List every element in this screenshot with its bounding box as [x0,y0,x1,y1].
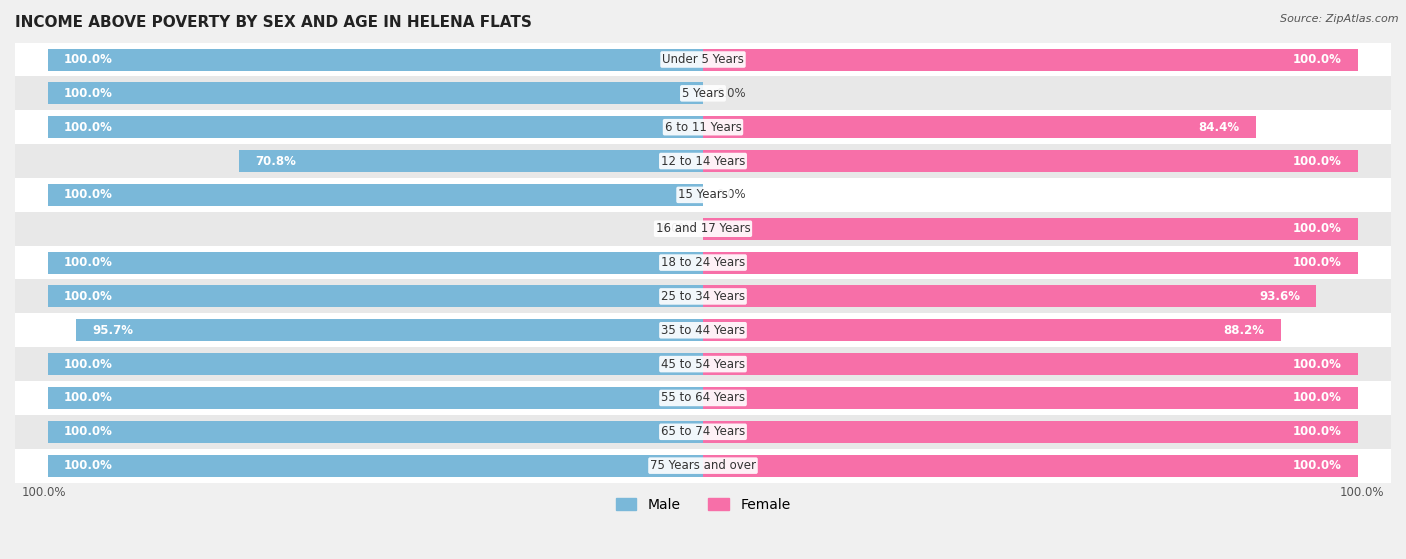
Text: 100.0%: 100.0% [1294,391,1341,405]
Bar [15,347,1391,381]
Bar [15,42,1391,77]
Bar [15,110,1391,144]
Bar [48,116,703,138]
Text: 100.0%: 100.0% [65,188,112,201]
Text: 18 to 24 Years: 18 to 24 Years [661,256,745,269]
Text: 100.0%: 100.0% [65,290,112,303]
Bar [48,82,703,105]
Bar [48,49,703,70]
Legend: Male, Female: Male, Female [610,492,796,517]
Text: 100.0%: 100.0% [65,391,112,405]
Text: 88.2%: 88.2% [1223,324,1264,337]
Bar [703,421,1358,443]
Text: 100.0%: 100.0% [65,53,112,66]
Text: 100.0%: 100.0% [1294,425,1341,438]
Bar [15,449,1391,482]
Text: 75 Years and over: 75 Years and over [650,459,756,472]
Bar [703,49,1358,70]
Bar [48,353,703,375]
Bar [15,245,1391,280]
Text: 100.0%: 100.0% [1294,459,1341,472]
Text: 100.0%: 100.0% [1294,222,1341,235]
Text: 25 to 34 Years: 25 to 34 Years [661,290,745,303]
Bar [48,286,703,307]
Text: 100.0%: 100.0% [65,256,112,269]
Text: 100.0%: 100.0% [65,87,112,100]
Bar [15,178,1391,212]
Bar [15,314,1391,347]
Bar [15,280,1391,314]
Bar [239,150,703,172]
Text: 35 to 44 Years: 35 to 44 Years [661,324,745,337]
Text: 55 to 64 Years: 55 to 64 Years [661,391,745,405]
Bar [703,319,1281,341]
Text: 45 to 54 Years: 45 to 54 Years [661,358,745,371]
Text: 15 Years: 15 Years [678,188,728,201]
Bar [76,319,703,341]
Text: Under 5 Years: Under 5 Years [662,53,744,66]
Text: 100.0%: 100.0% [1294,154,1341,168]
Text: 100.0%: 100.0% [65,459,112,472]
Text: 70.8%: 70.8% [256,154,297,168]
Bar [48,387,703,409]
Text: 12 to 14 Years: 12 to 14 Years [661,154,745,168]
Bar [48,184,703,206]
Bar [703,150,1358,172]
Bar [48,252,703,273]
Bar [703,387,1358,409]
Text: 65 to 74 Years: 65 to 74 Years [661,425,745,438]
Text: 5 Years: 5 Years [682,87,724,100]
Bar [15,415,1391,449]
Text: INCOME ABOVE POVERTY BY SEX AND AGE IN HELENA FLATS: INCOME ABOVE POVERTY BY SEX AND AGE IN H… [15,15,531,30]
Text: 100.0%: 100.0% [1340,486,1385,499]
Text: 16 and 17 Years: 16 and 17 Years [655,222,751,235]
Bar [703,353,1358,375]
Text: 100.0%: 100.0% [1294,358,1341,371]
Text: 93.6%: 93.6% [1258,290,1301,303]
Bar [703,454,1358,477]
Text: 100.0%: 100.0% [1294,256,1341,269]
Text: 100.0%: 100.0% [65,121,112,134]
Text: 100.0%: 100.0% [1294,53,1341,66]
Text: 0.0%: 0.0% [716,87,745,100]
Text: Source: ZipAtlas.com: Source: ZipAtlas.com [1281,14,1399,24]
Text: 100.0%: 100.0% [65,425,112,438]
Text: 100.0%: 100.0% [21,486,66,499]
Text: 84.4%: 84.4% [1198,121,1240,134]
Text: 95.7%: 95.7% [93,324,134,337]
Bar [15,144,1391,178]
Text: 0.0%: 0.0% [716,188,745,201]
Bar [703,286,1316,307]
Text: 0.0%: 0.0% [661,222,690,235]
Text: 100.0%: 100.0% [65,358,112,371]
Bar [48,454,703,477]
Bar [703,116,1256,138]
Bar [15,381,1391,415]
Text: 6 to 11 Years: 6 to 11 Years [665,121,741,134]
Bar [703,217,1358,240]
Bar [15,212,1391,245]
Bar [15,77,1391,110]
Bar [703,252,1358,273]
Bar [48,421,703,443]
